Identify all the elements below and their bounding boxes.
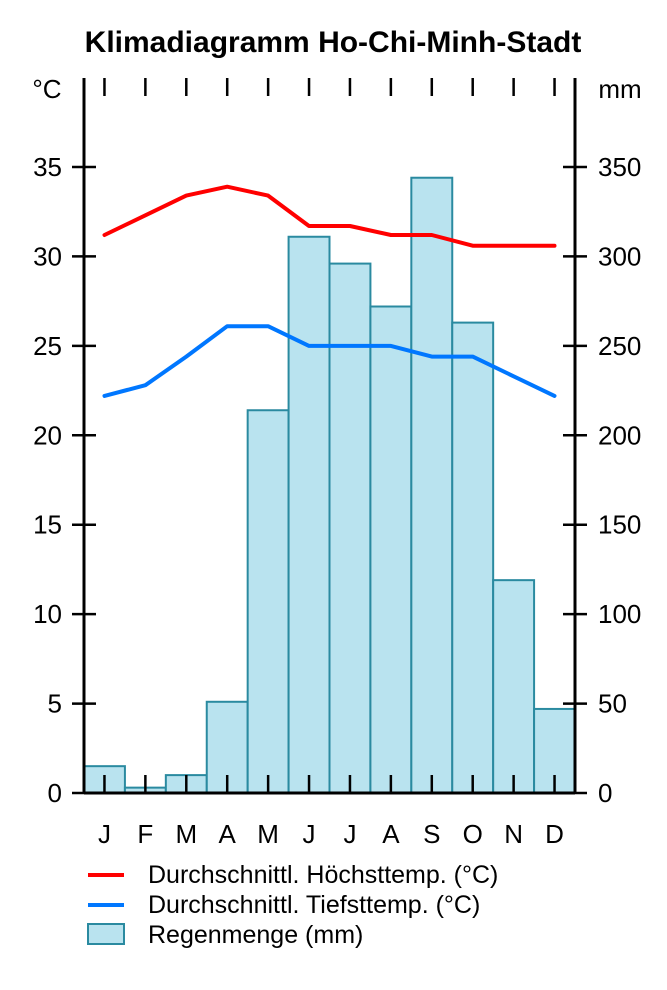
x-tick-label: J xyxy=(98,819,111,849)
right-tick-label: 100 xyxy=(598,599,641,629)
legend-rain-swatch xyxy=(87,923,125,945)
x-tick-label: M xyxy=(257,819,279,849)
right-tick-label: 300 xyxy=(598,241,641,271)
right-tick-label: 250 xyxy=(598,331,641,361)
x-tick-label: O xyxy=(463,819,483,849)
right-axis-unit: mm xyxy=(598,74,641,104)
right-tick-label: 200 xyxy=(598,420,641,450)
rain-bars xyxy=(83,176,576,795)
x-tick-label: A xyxy=(219,819,237,849)
x-tick-label: J xyxy=(303,819,316,849)
rain-bar-6 xyxy=(287,235,331,795)
axes: J F M A M J J A S O N D0510152025303505010015020025… xyxy=(33,78,641,849)
x-tick-label: J xyxy=(343,819,356,849)
left-tick-label: 20 xyxy=(33,420,62,450)
left-tick-label: 10 xyxy=(33,599,62,629)
left-tick-label: 5 xyxy=(48,689,62,719)
legend-rain-label: Regenmenge (mm) xyxy=(148,921,363,949)
left-tick-label: 0 xyxy=(48,778,62,808)
rain-bar-8 xyxy=(369,305,413,794)
right-tick-label: 150 xyxy=(598,510,641,540)
x-tick-label: A xyxy=(382,819,400,849)
left-tick-label: 25 xyxy=(33,331,62,361)
x-tick-label: N xyxy=(504,819,523,849)
legend-min-temp-label: Durchschnittl. Tiefsttemp. (°C) xyxy=(148,891,480,919)
temperature-lines xyxy=(102,184,557,398)
right-tick-label: 0 xyxy=(598,778,612,808)
x-tick-label: S xyxy=(423,819,440,849)
left-axis-unit: °C xyxy=(32,74,61,104)
x-tick-label: M xyxy=(175,819,197,849)
max-temp-line xyxy=(102,184,557,248)
left-tick-label: 35 xyxy=(33,152,62,182)
left-tick-label: 30 xyxy=(33,241,62,271)
left-tick-label: 15 xyxy=(33,510,62,540)
chart-title: Klimadiagramm Ho-Chi-Minh-Stadt xyxy=(85,26,582,59)
rain-bar-11 xyxy=(492,579,536,794)
rain-bar-9 xyxy=(410,176,454,794)
x-tick-label: F xyxy=(137,819,153,849)
legend: Durchschnittl. Höchsttemp. (°C)Durchschn… xyxy=(87,861,498,949)
min-temp-line xyxy=(102,324,557,398)
rain-bar-5 xyxy=(246,409,290,794)
rain-bar-7 xyxy=(328,262,372,794)
right-tick-label: 350 xyxy=(598,152,641,182)
x-tick-label: D xyxy=(545,819,564,849)
legend-max-temp-label: Durchschnittl. Höchsttemp. (°C) xyxy=(148,861,498,889)
rain-bar-10 xyxy=(451,321,495,794)
right-tick-label: 50 xyxy=(598,689,627,719)
